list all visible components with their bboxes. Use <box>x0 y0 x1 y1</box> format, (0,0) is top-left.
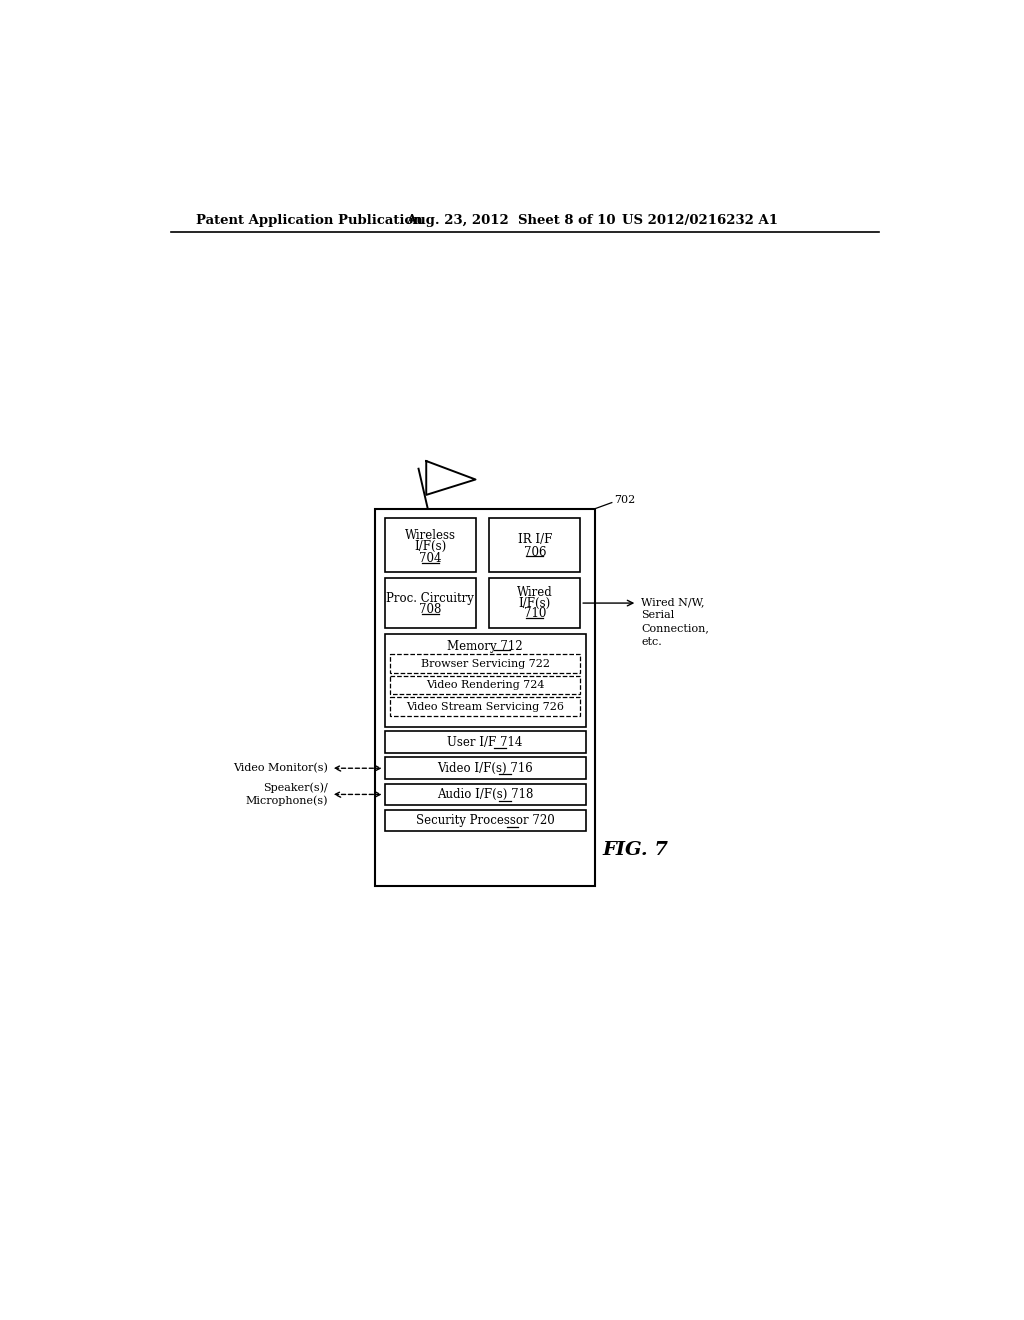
Text: IR I/F: IR I/F <box>517 533 552 546</box>
Bar <box>385 578 475 628</box>
Text: Speaker(s)/
Microphone(s): Speaker(s)/ Microphone(s) <box>245 783 328 807</box>
Bar <box>489 517 581 572</box>
Text: Audio I/F(s) 718: Audio I/F(s) 718 <box>437 788 534 801</box>
Text: 704: 704 <box>419 552 441 565</box>
Text: Video Rendering 724: Video Rendering 724 <box>426 680 545 690</box>
Text: Wireless: Wireless <box>404 529 456 541</box>
Bar <box>385 517 475 572</box>
Text: Video I/F(s) 716: Video I/F(s) 716 <box>437 762 534 775</box>
Text: 706: 706 <box>523 545 546 558</box>
Bar <box>385 635 586 726</box>
Text: 708: 708 <box>419 603 441 616</box>
Bar <box>390 655 581 673</box>
Text: Video Stream Servicing 726: Video Stream Servicing 726 <box>407 702 564 711</box>
Text: 702: 702 <box>614 495 635 504</box>
Text: Wired N/W,
Serial
Connection,
etc.: Wired N/W, Serial Connection, etc. <box>641 597 709 647</box>
Text: Proc. Circuitry: Proc. Circuitry <box>386 591 474 605</box>
Text: Video Monitor(s): Video Monitor(s) <box>232 763 328 774</box>
Text: Browser Servicing 722: Browser Servicing 722 <box>421 659 550 668</box>
Bar <box>390 676 581 694</box>
Text: US 2012/0216232 A1: US 2012/0216232 A1 <box>622 214 778 227</box>
Text: I/F(s): I/F(s) <box>414 540 446 553</box>
Bar <box>390 697 581 715</box>
Text: User I/F 714: User I/F 714 <box>447 735 523 748</box>
Bar <box>385 731 586 752</box>
Text: I/F(s): I/F(s) <box>519 597 551 610</box>
Text: FIG. 7: FIG. 7 <box>602 841 669 858</box>
Text: Security Processor 720: Security Processor 720 <box>416 814 555 828</box>
Text: 710: 710 <box>523 607 546 620</box>
Text: Memory 712: Memory 712 <box>447 640 523 652</box>
Text: Wired: Wired <box>517 586 553 599</box>
Bar <box>385 758 586 779</box>
Text: Patent Application Publication: Patent Application Publication <box>196 214 423 227</box>
Bar <box>489 578 581 628</box>
Text: Aug. 23, 2012  Sheet 8 of 10: Aug. 23, 2012 Sheet 8 of 10 <box>407 214 615 227</box>
Bar <box>385 810 586 832</box>
Bar <box>385 784 586 805</box>
Bar <box>376 508 595 886</box>
